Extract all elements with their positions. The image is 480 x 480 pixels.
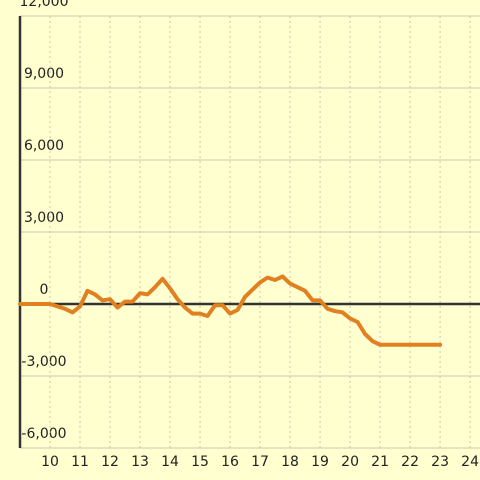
x-tick-label: 10	[41, 454, 59, 470]
x-tick-label: 17	[251, 454, 269, 470]
x-tick-label: 20	[341, 454, 359, 470]
x-tick-label: 16	[221, 454, 239, 470]
y-tick-label: -3,000	[21, 354, 66, 370]
y-tick-label: 12,000	[20, 0, 69, 10]
x-tick-label: 11	[71, 454, 89, 470]
x-tick-label: 24	[461, 454, 479, 470]
x-tick-label: 13	[131, 454, 149, 470]
y-tick-label: 0	[40, 282, 49, 298]
y-tick-label: 3,000	[24, 210, 64, 226]
y-tick-label: -6,000	[21, 426, 66, 442]
x-tick-label: 18	[281, 454, 299, 470]
x-tick-label: 15	[191, 454, 209, 470]
x-tick-label: 14	[161, 454, 179, 470]
x-tick-label: 23	[431, 454, 449, 470]
x-tick-label: 21	[371, 454, 389, 470]
y-tick-label: 9,000	[24, 66, 64, 82]
y-tick-label: 6,000	[24, 138, 64, 154]
x-tick-label: 19	[311, 454, 329, 470]
data-line	[18, 274, 443, 347]
x-tick-label: 22	[401, 454, 419, 470]
x-tick-label: 12	[101, 454, 119, 470]
